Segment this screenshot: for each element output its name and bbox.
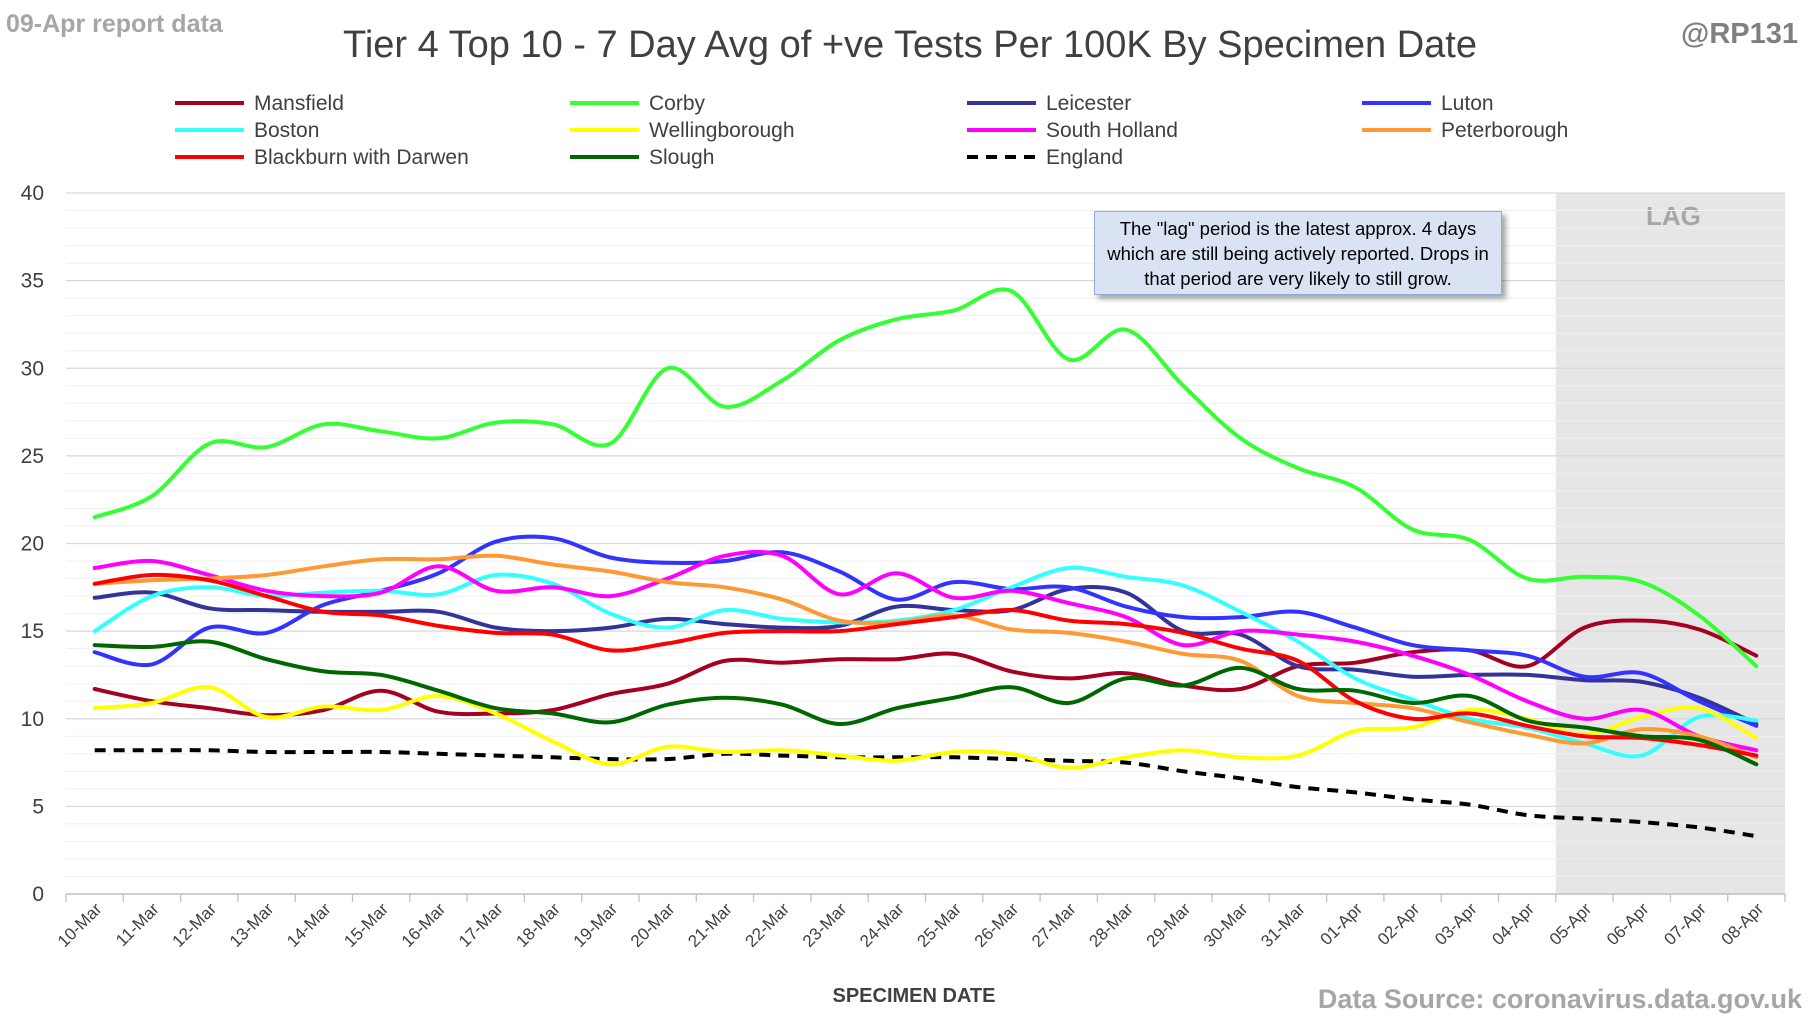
lag-annotation-box: The "lag" period is the latest approx. 4… <box>1094 211 1502 295</box>
y-tick-label: 15 <box>21 620 44 643</box>
x-tick-label: 19-Mar <box>570 899 622 951</box>
legend-label-south-holland: South Holland <box>1046 119 1178 142</box>
legend-label-boston: Boston <box>254 119 319 142</box>
x-tick-label: 08-Apr <box>1718 899 1768 949</box>
legend-label-leicester: Leicester <box>1046 92 1131 115</box>
y-tick-label: 10 <box>21 708 44 731</box>
axes-group: 0 5 10 15 20 25 30 35 40 10-Mar 11-Mar 12-Mar 13-Mar… <box>21 182 1786 951</box>
legend-label-blackburn-with-darwen: Blackburn with Darwen <box>254 146 469 169</box>
lag-label: LAG <box>1646 201 1701 231</box>
x-tick-label: 15-Mar <box>340 899 392 951</box>
report-date-label: 09-Apr report data <box>6 10 223 38</box>
legend-label-slough: Slough <box>649 146 714 169</box>
x-tick-label: 18-Mar <box>512 899 564 951</box>
author-handle: @RP131 <box>1681 18 1798 50</box>
y-tick-label: 20 <box>21 533 44 556</box>
legend-label-corby: Corby <box>649 92 706 115</box>
chart-title: Tier 4 Top 10 - 7 Day Avg of +ve Tests P… <box>343 24 1477 66</box>
x-tick-label: 17-Mar <box>455 899 507 951</box>
legend-group: Mansfield Corby Leicester Luton Boston Wellin… <box>175 92 1568 169</box>
x-tick-label: 02-Apr <box>1374 899 1424 949</box>
x-axis-title: SPECIMEN DATE <box>833 985 996 1007</box>
x-tick-label: 10-Mar <box>54 899 106 951</box>
x-tick-label: 12-Mar <box>169 899 221 951</box>
x-tick-label: 31-Mar <box>1257 899 1309 951</box>
x-tick-label: 01-Apr <box>1317 899 1367 949</box>
x-tick-label: 27-Mar <box>1028 899 1080 951</box>
legend-label-luton: Luton <box>1441 92 1494 115</box>
gridlines-group <box>66 192 1785 877</box>
y-tick-label: 0 <box>32 883 44 906</box>
x-tick-label: 11-Mar <box>112 899 163 950</box>
series-line-corby <box>92 287 1759 669</box>
x-tick-label: 22-Mar <box>742 899 794 951</box>
y-tick-label: 5 <box>32 795 44 818</box>
x-tick-label: 03-Apr <box>1431 899 1481 949</box>
legend-label-peterborough: Peterborough <box>1441 119 1568 142</box>
x-tick-label: 06-Apr <box>1603 899 1653 949</box>
legend-label-wellingborough: Wellingborough <box>649 119 795 142</box>
x-tick-label: 13-Mar <box>226 899 278 951</box>
x-tick-label: 26-Mar <box>971 899 1023 951</box>
x-tick-label: 07-Apr <box>1660 899 1710 949</box>
y-tick-label: 30 <box>21 357 44 380</box>
legend-label-england: England <box>1046 146 1123 169</box>
y-tick-label: 25 <box>21 445 44 468</box>
x-tick-label: 23-Mar <box>799 899 851 951</box>
x-tick-label: 29-Mar <box>1143 899 1195 951</box>
data-source-label: Data Source: coronavirus.data.gov.uk <box>1317 984 1802 1014</box>
series-line-slough <box>92 639 1759 767</box>
x-tick-label: 21-Mar <box>684 899 736 951</box>
x-tick-label: 20-Mar <box>627 899 679 951</box>
series-line-england <box>94 748 1757 839</box>
x-tick-label: 25-Mar <box>913 899 965 951</box>
series-line-wellingborough <box>92 685 1759 770</box>
x-tick-label: 05-Apr <box>1546 899 1596 949</box>
series-group <box>92 287 1759 839</box>
y-tick-label: 35 <box>21 270 44 293</box>
y-tick-label: 40 <box>21 182 44 205</box>
x-tick-label: 16-Mar <box>398 899 450 951</box>
series-line-peterborough <box>92 553 1759 760</box>
legend-label-mansfield: Mansfield <box>254 92 344 115</box>
series-line-mansfield <box>92 618 1759 718</box>
series-line-blackburn-with-darwen <box>92 572 1759 758</box>
x-tick-label: 04-Apr <box>1488 899 1538 949</box>
x-tick-label: 14-Mar <box>283 899 335 951</box>
x-tick-label: 24-Mar <box>856 899 908 951</box>
series-line-south-holland <box>92 549 1759 753</box>
x-tick-label: 28-Mar <box>1085 899 1137 951</box>
x-tick-label: 30-Mar <box>1200 899 1252 951</box>
